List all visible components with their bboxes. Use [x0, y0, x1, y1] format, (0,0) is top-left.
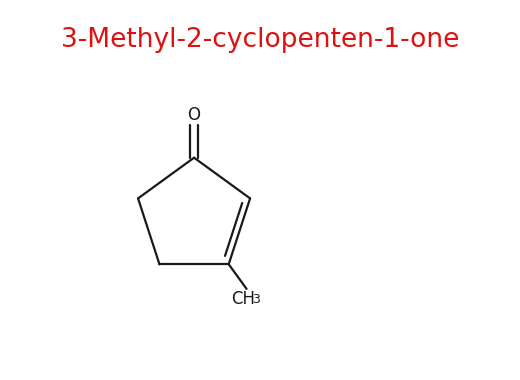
Text: 3-Methyl-2-cyclopenten-1-one: 3-Methyl-2-cyclopenten-1-one: [61, 27, 460, 52]
Text: CH: CH: [231, 290, 255, 308]
Text: O: O: [188, 106, 201, 124]
Text: 3: 3: [252, 293, 260, 306]
